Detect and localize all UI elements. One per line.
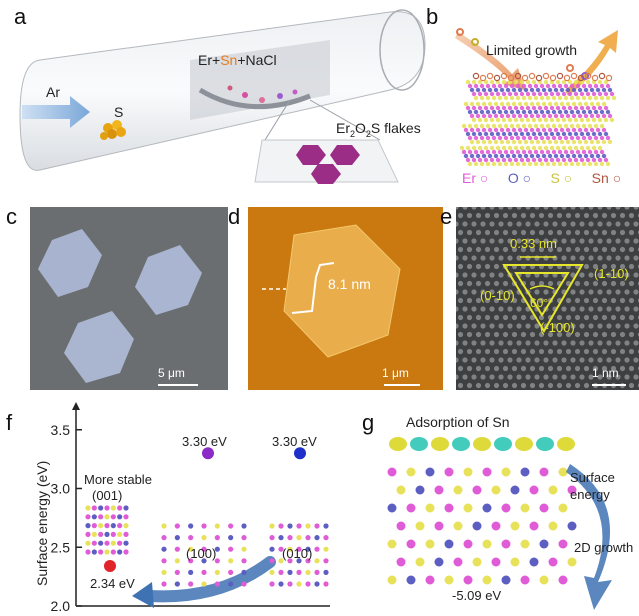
panel-f-label: f: [6, 410, 13, 435]
panel-c-label: c: [6, 204, 17, 229]
adsorption-model: [387, 437, 612, 610]
y-tick-label: 2.5: [51, 539, 71, 555]
y-tick-label: 3.0: [51, 481, 71, 497]
adsorption-title: Adsorption of Sn: [406, 414, 510, 430]
y-axis-title: Surface energy (eV): [34, 460, 50, 586]
scale-bar: [158, 384, 198, 386]
facet-label: (001): [92, 488, 123, 503]
limited-growth-label: Limited growth: [486, 42, 578, 58]
facet-label: (1-10): [594, 266, 629, 281]
sulfur-pellets: [100, 120, 126, 140]
facet-label: (100): [186, 546, 217, 561]
product-label: Er2O2S flakes: [336, 120, 421, 139]
surface-energy-chart: 3.5 3.0 2.5 2.0: [51, 402, 330, 614]
surface-energy-label: energy: [570, 487, 610, 502]
y-tick-label: 3.5: [51, 422, 71, 438]
energy-value: 2.34 eV: [90, 576, 135, 591]
spacing-label: 0.33 nm: [510, 236, 557, 251]
gas-label: Ar: [46, 84, 60, 100]
y-tick-label: 2.0: [51, 598, 71, 614]
layered-crystal-model: [455, 28, 618, 167]
stability-arrow: [144, 556, 276, 603]
hrtem-image: [456, 207, 639, 390]
energy-value: 3.30 eV: [182, 434, 227, 449]
panel-b-label: b: [426, 4, 439, 29]
panel-a-label: a: [14, 4, 27, 29]
optical-image: [30, 207, 228, 390]
facet-label: (010): [282, 546, 313, 561]
precursor-label: Er+Sn+NaCl: [198, 52, 277, 68]
sulfur-label: S: [114, 104, 124, 120]
height-label: 8.1 nm: [328, 276, 371, 292]
adsorption-energy: -5.09 eV: [452, 588, 502, 603]
tube-furnace-schematic: [19, 9, 426, 184]
stability-note: More stable: [84, 472, 152, 487]
scale-label: 1 nm: [592, 366, 619, 380]
surface-energy-label: Surface: [570, 470, 615, 485]
scale-bar: [384, 384, 420, 386]
growth-label: 2D growth: [574, 540, 634, 555]
panel-g-label: g: [362, 410, 375, 435]
facet-label: (0-10): [480, 288, 515, 303]
panel-d-label: d: [228, 204, 241, 229]
element-legend: Er ○ O ○ S ○ Sn ○: [462, 170, 622, 186]
panel-e-label: e: [440, 204, 453, 229]
energy-value: 3.30 eV: [272, 434, 317, 449]
angle-label: 60°: [530, 296, 549, 310]
data-point: [294, 447, 306, 460]
scale-label: 5 μm: [158, 366, 185, 380]
afm-image: [248, 207, 443, 390]
crystal-layers: [459, 72, 617, 167]
gas-flow-arrow: [22, 96, 90, 128]
facet-label: (-100): [540, 320, 575, 335]
scale-label: 1 μm: [382, 366, 409, 380]
scale-bar: [592, 384, 626, 386]
growth-arrow: [566, 464, 612, 610]
data-point: [202, 447, 214, 460]
data-point: [104, 560, 116, 573]
